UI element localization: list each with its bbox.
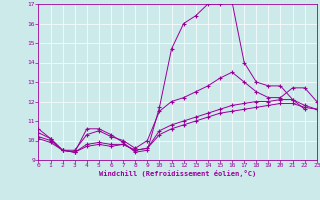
X-axis label: Windchill (Refroidissement éolien,°C): Windchill (Refroidissement éolien,°C) <box>99 170 256 177</box>
